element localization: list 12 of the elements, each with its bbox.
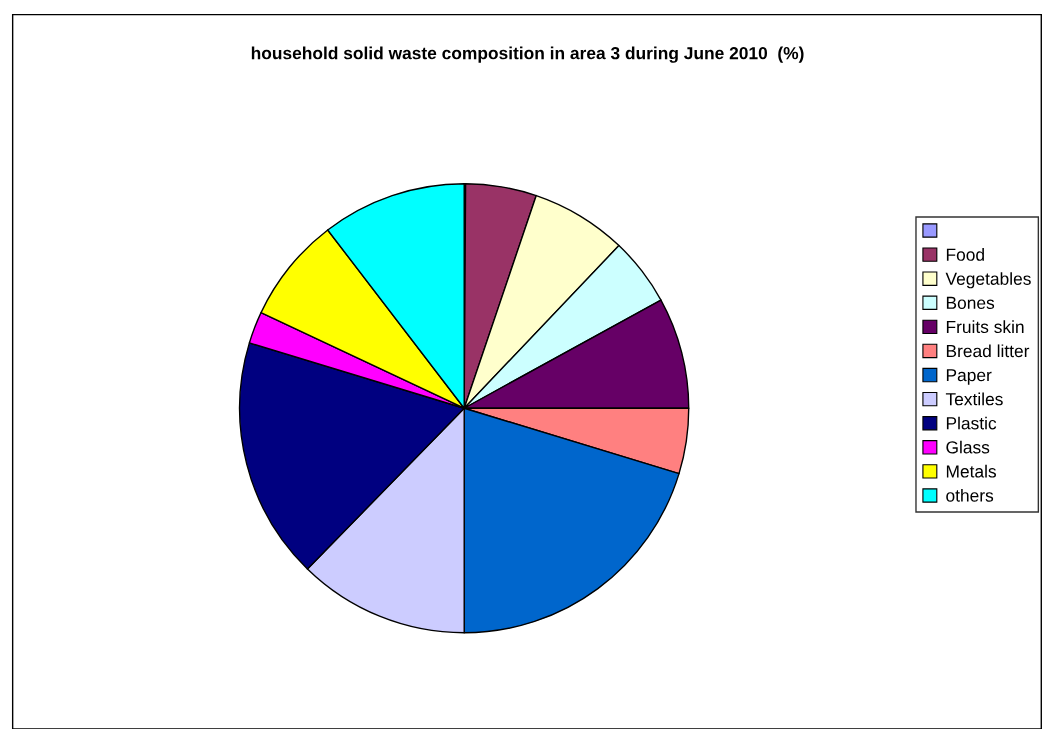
legend-label: Metals [946, 464, 996, 478]
legend-label: Textiles [945, 392, 1003, 406]
legend-label: Food [946, 248, 984, 261]
legend-label: Bones [946, 296, 995, 309]
legend-label: others [946, 488, 994, 502]
legend-label: Plastic [946, 416, 997, 430]
chart-title: household solid waste composition in area 3 during June 2010 (%) [251, 46, 804, 63]
legend-label: Fruits skin [946, 320, 1024, 334]
legend-label: Glass [946, 440, 990, 454]
legend-label: Bread litter [946, 344, 1030, 358]
legend-label: Paper [946, 369, 992, 385]
legend-label: Vegetables [945, 272, 1031, 289]
